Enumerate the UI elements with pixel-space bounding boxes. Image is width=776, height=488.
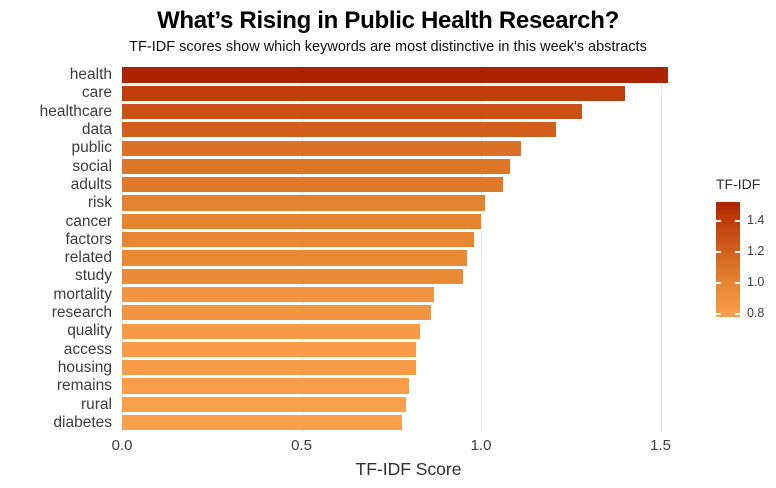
y-label-remains: remains (56, 377, 112, 395)
bar-data (122, 122, 557, 138)
y-label-study: study (74, 267, 112, 285)
chart-title: What’s Rising in Public Health Research? (157, 7, 619, 34)
colorbar-tick-mark (735, 281, 740, 284)
bar-research (122, 305, 431, 321)
y-label-adults: adults (70, 175, 112, 193)
bar-public (122, 140, 521, 156)
colorbar-tick-mark (735, 250, 740, 253)
colorbar-tick-mark (735, 219, 740, 222)
bar-quality (122, 323, 420, 339)
bar-cancer (122, 213, 482, 229)
colorbar-tick-label-1.0: 1.0 (747, 274, 765, 289)
gridline (481, 66, 483, 432)
gridline (122, 66, 123, 432)
bar-remains (122, 378, 410, 394)
colorbar-tick-mark (735, 312, 740, 315)
y-label-public: public (71, 139, 113, 157)
bar-factors (122, 232, 474, 248)
y-label-care: care (81, 84, 112, 102)
y-label-risk: risk (87, 194, 112, 212)
y-label-social: social (72, 157, 112, 175)
colorbar-tick-mark (716, 250, 721, 253)
colorbar-tick-mark (716, 219, 721, 222)
bar-diabetes (122, 415, 403, 431)
y-label-access: access (63, 340, 112, 358)
bar-housing (122, 360, 417, 376)
gridline (660, 66, 662, 432)
x-axis-title: TF-IDF Score (355, 459, 462, 479)
gridline (301, 66, 303, 432)
bar-study (122, 268, 464, 284)
colorbar-tick-label-1.2: 1.2 (747, 243, 765, 258)
bar-access (122, 341, 417, 358)
legend-title: TF-IDF (716, 176, 761, 192)
x-tick-0.0: 0.0 (111, 437, 133, 454)
colorbar-tick-mark (716, 312, 721, 315)
bar-health (122, 67, 668, 83)
bar-care (122, 85, 625, 101)
y-label-quality: quality (67, 322, 112, 340)
bar-adults (122, 177, 503, 193)
x-tick-1.5: 1.5 (650, 437, 671, 454)
y-label-diabetes: diabetes (53, 413, 112, 431)
y-label-healthcare: healthcare (39, 102, 112, 120)
y-label-factors: factors (65, 230, 112, 248)
plot-area (122, 66, 695, 432)
colorbar-tick-mark (716, 281, 721, 284)
x-tick-1.0: 1.0 (470, 437, 492, 454)
y-label-health: health (69, 66, 112, 84)
colorbar-tick-label-1.4: 1.4 (747, 212, 765, 227)
y-label-mortality: mortality (53, 285, 112, 303)
y-label-rural: rural (80, 395, 112, 413)
bar-rural (122, 396, 406, 412)
y-axis-labels: health care healthcare data public social adul… (0, 66, 112, 432)
y-label-related: related (64, 249, 112, 267)
bar-related (122, 250, 467, 266)
chart-subtitle: TF-IDF scores show which keywords are mo… (129, 39, 647, 55)
y-label-cancer: cancer (65, 212, 112, 230)
colorbar-tick-label-0.8: 0.8 (747, 305, 765, 320)
y-label-research: research (51, 304, 112, 322)
bar-healthcare (122, 103, 582, 120)
y-label-data: data (81, 121, 112, 139)
x-tick-0.5: 0.5 (291, 437, 312, 454)
bar-social (122, 158, 510, 175)
bar-risk (122, 195, 485, 211)
bar-mortality (122, 286, 435, 303)
y-label-housing: housing (57, 358, 112, 376)
